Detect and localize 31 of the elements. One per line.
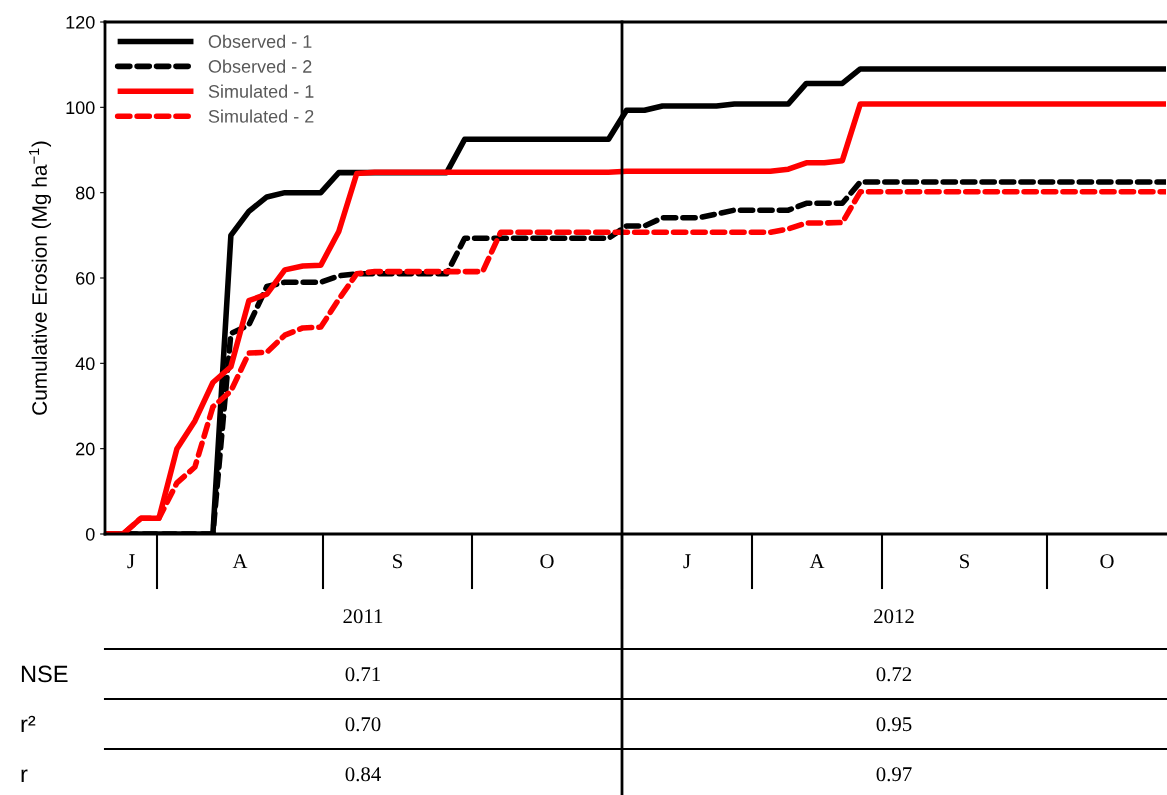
- text: A: [809, 554, 825, 569]
- y-tick-label: 60: [76, 271, 95, 285]
- text: S: [960, 554, 969, 569]
- legend-label: Simulated - 1: [208, 84, 314, 98]
- text: 2011: [343, 609, 383, 624]
- text: 0.97: [876, 767, 912, 782]
- text: 0.72: [876, 667, 912, 682]
- text: O: [1100, 554, 1114, 569]
- legend-label: Observed - 1: [208, 34, 312, 48]
- text: J: [683, 554, 691, 569]
- y-tick-label: 0: [85, 527, 95, 541]
- text: NSE: [21, 665, 68, 683]
- text: 0.95: [876, 717, 912, 732]
- text: 0.71: [345, 667, 380, 682]
- text: J: [127, 554, 135, 569]
- y-tick-label: 100: [66, 101, 95, 115]
- text: A: [232, 554, 248, 569]
- text: r: [21, 769, 28, 783]
- text: S: [393, 554, 402, 569]
- legend-label: Simulated - 2: [208, 109, 314, 123]
- text: 2012: [874, 609, 914, 624]
- text: O: [540, 554, 554, 569]
- legend-label: Observed - 2: [208, 59, 312, 73]
- text: 0.84: [345, 767, 381, 782]
- y-tick-label: 40: [75, 357, 95, 371]
- text: r²: [21, 715, 36, 733]
- y-tick-label: 120: [66, 15, 95, 29]
- y-tick-label: 80: [75, 186, 95, 200]
- y-axis-title: Cumulative Erosion (Mg ha$^{−1}$): [28, 141, 52, 415]
- y-tick-label: 20: [76, 442, 95, 456]
- text: 0.70: [345, 717, 381, 732]
